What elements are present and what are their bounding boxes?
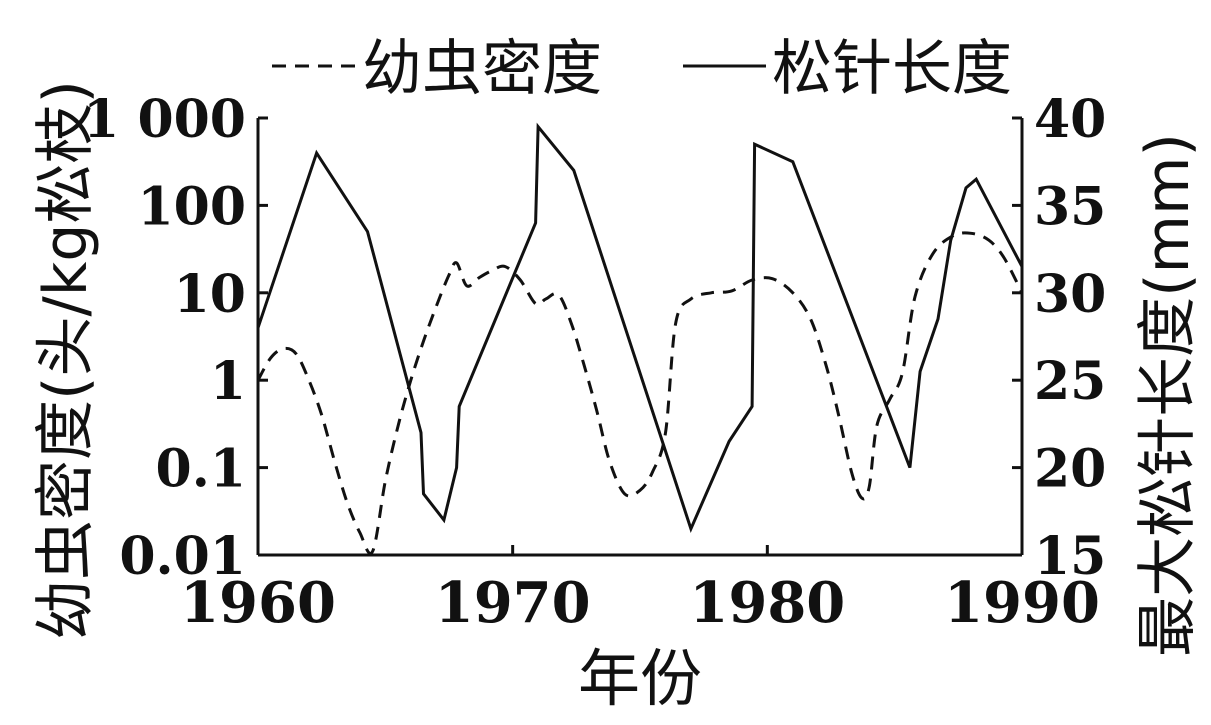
x-tick-label: 1970 xyxy=(435,570,591,636)
x-tick-label: 1980 xyxy=(689,570,845,636)
left-y-axis-title: 幼虫密度(头/kg松枝) xyxy=(31,80,101,640)
axes xyxy=(256,118,1024,557)
x-axis-title: 年份 xyxy=(578,642,702,715)
left-y-tick-label: 100 xyxy=(137,176,246,237)
left-y-tick-label: 0.1 xyxy=(156,439,246,500)
left-y-tick-label: 10 xyxy=(174,264,246,325)
left-y-tick-label: 1 000 xyxy=(83,89,246,150)
right-y-tick-label: 40 xyxy=(1034,89,1106,150)
right-y-tick-label: 35 xyxy=(1034,176,1106,237)
right-y-tick-label: 20 xyxy=(1034,439,1106,500)
left-y-tick-label: 1 xyxy=(210,351,246,412)
legend: 幼虫密度 松针长度 xyxy=(272,34,1012,104)
x-tick-label: 1960 xyxy=(180,570,336,636)
right-y-axis-title: 最大松针长度(mm) xyxy=(1133,133,1203,657)
x-tick-label: 1990 xyxy=(944,570,1100,636)
series-line-larva-density xyxy=(256,231,1024,555)
series-layer xyxy=(256,122,1024,555)
x-ticks: 1960 1970 1980 1990 xyxy=(180,545,1100,636)
right-y-tick-label: 15 xyxy=(1034,526,1106,587)
legend-label-needle-length: 松针长度 xyxy=(772,34,1012,104)
right-y-ticks: 15 20 25 30 35 40 xyxy=(1012,89,1106,587)
right-y-tick-label: 25 xyxy=(1034,351,1106,412)
legend-label-larva-density: 幼虫密度 xyxy=(362,34,602,104)
left-y-ticks: 0.01 0.1 1 10 100 1 000 xyxy=(83,89,268,587)
left-y-tick-label: 0.01 xyxy=(119,526,246,587)
right-y-tick-label: 30 xyxy=(1034,264,1106,325)
series-line-needle-length xyxy=(256,122,1024,534)
